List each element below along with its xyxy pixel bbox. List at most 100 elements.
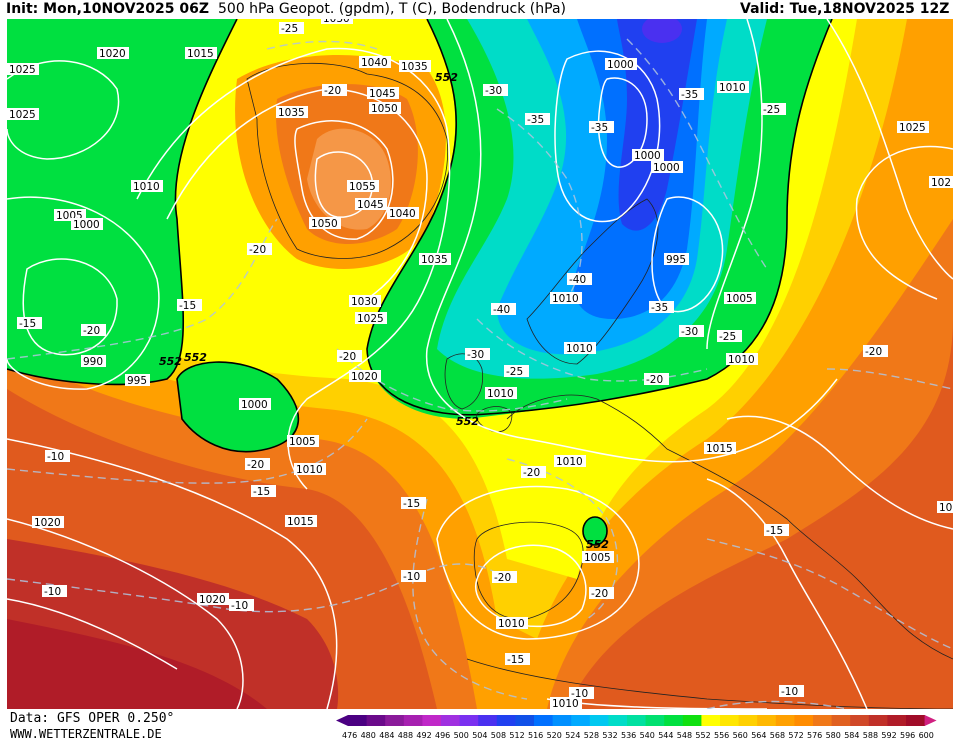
legend-swatch	[385, 715, 405, 726]
temperature-label-bg	[247, 243, 272, 255]
pressure-label-text: 1010	[566, 343, 593, 355]
pressure-label-text: 1010	[552, 698, 579, 709]
temperature-label: -25	[504, 365, 529, 378]
temperature-label: -35	[525, 113, 550, 126]
temperature-label-text: -15	[403, 498, 420, 510]
temperature-label-text: -35	[681, 89, 698, 101]
temperature-label-bg	[521, 466, 546, 478]
temperature-label-bg	[45, 450, 70, 462]
temperature-label-text: -20	[247, 459, 264, 471]
pressure-label-bg	[367, 87, 399, 99]
pressure-label-bg	[399, 60, 431, 72]
pressure-label-text: 1005	[584, 552, 611, 564]
temperature-label: -20	[322, 84, 347, 97]
pressure-label: 1035	[276, 106, 308, 119]
pressure-label-bg	[285, 515, 317, 527]
init-time-label: Init: Mon,10NOV2025 06Z	[6, 1, 210, 17]
temperature-label-text: -15	[19, 318, 36, 330]
legend-swatch	[906, 715, 926, 726]
legend-tick-label: 504	[472, 731, 487, 740]
legend-tick-label: 528	[584, 731, 599, 740]
data-source-label: Data: GFS OPER 0.250°	[10, 711, 175, 726]
temperature-label-text: -25	[281, 23, 298, 35]
temperature-label: -25	[717, 330, 742, 343]
legend-tick-label: 576	[807, 731, 822, 740]
legend-swatch	[608, 715, 628, 726]
temperature-label-text: -20	[339, 351, 356, 363]
weather-map[interactable]: 1025 1020 1015 1025 1010 1005 1000 990 995 1030 10…	[7, 19, 953, 709]
pressure-label-bg	[276, 106, 308, 118]
temperature-label: -10	[45, 450, 70, 463]
temperature-label-text: -15	[253, 486, 270, 498]
temperature-label: -20	[247, 243, 272, 256]
pressure-label-text: 1050	[371, 103, 398, 115]
pressure-label-text: 1050	[311, 218, 338, 230]
legend-tick-label: 492	[416, 731, 431, 740]
temperature-label-bg	[761, 103, 786, 115]
temperature-label-bg	[567, 273, 592, 285]
pressure-label-bg	[185, 47, 217, 59]
legend-tick-label: 532	[602, 731, 617, 740]
color-legend: 476 480 484 488 492 496 500 504 508 512 516 520 524 5…	[336, 712, 956, 740]
map-header: Init: Mon,10NOV2025 06Z 500 hPa Geopot. …	[0, 0, 959, 20]
temperature-label-bg	[649, 301, 674, 313]
pressure-label-bg	[387, 207, 419, 219]
pressure-label: 990	[81, 355, 106, 368]
pressure-label-bg	[496, 617, 528, 629]
legend-swatch	[515, 715, 535, 726]
legend-tick-label: 500	[454, 731, 469, 740]
pressure-label: 1010	[554, 455, 586, 468]
geopotential-label-text: 552	[184, 351, 207, 364]
temperature-label-bg	[525, 113, 550, 125]
temperature-label: -30	[679, 325, 704, 338]
pressure-label-text: 1030	[323, 19, 350, 25]
pressure-label-text: 1010	[133, 181, 160, 193]
field-med-cutoff	[583, 517, 607, 545]
legend-swatch	[645, 715, 665, 726]
legend-right-arrow	[924, 715, 937, 726]
temperature-label: -40	[567, 273, 592, 286]
pressure-label: 1000	[651, 161, 683, 174]
temperature-label-bg	[483, 84, 508, 96]
geopotential-label: 552	[456, 415, 479, 428]
temperature-label-bg	[589, 121, 614, 133]
pressure-label-text: 1015	[187, 48, 214, 60]
pressure-label: 1010	[485, 387, 517, 400]
pressure-label: 1040	[387, 207, 419, 220]
temperature-label-text: -15	[507, 654, 524, 666]
legend-swatch	[720, 715, 740, 726]
pressure-label: 1020	[349, 370, 381, 383]
weather-map-canvas: 1025 1020 1015 1025 1010 1005 1000 990 995 1030 10…	[7, 19, 953, 709]
pressure-label-bg	[550, 697, 582, 709]
pressure-label-bg	[554, 455, 586, 467]
pressure-label: 1030	[349, 295, 381, 308]
pressure-label-bg	[664, 253, 689, 265]
pressure-label-bg	[550, 292, 582, 304]
pressure-label-bg	[347, 180, 379, 192]
temperature-label-text: -10	[47, 451, 64, 463]
pressure-label: 1005	[287, 435, 319, 448]
pressure-label-bg	[929, 176, 953, 188]
legend-tick-label: 584	[844, 731, 859, 740]
pressure-label: 1010	[496, 617, 528, 630]
field-darkest-red	[7, 619, 267, 709]
field-deep-blue	[617, 19, 697, 231]
pressure-label-bg	[369, 102, 401, 114]
temperature-label-bg	[569, 687, 594, 699]
temperature-label-bg	[492, 571, 517, 583]
temperature-label-bg	[465, 348, 490, 360]
legend-swatch	[496, 715, 516, 726]
pressure-label-text: 102	[931, 177, 951, 189]
temperature-label-text: -20	[646, 374, 663, 386]
pressure-label-bg	[937, 501, 953, 513]
website-label[interactable]: WWW.WETTERZENTRALE.DE	[10, 727, 162, 741]
pressure-label: 1025	[7, 63, 39, 76]
pressure-label-bg	[717, 81, 749, 93]
pressure-label: 1055	[347, 180, 379, 193]
temperature-label-text: -35	[651, 302, 668, 314]
pressure-label-bg	[726, 353, 758, 365]
pressure-label: 1010	[550, 292, 582, 305]
legend-swatch	[850, 715, 870, 726]
pressure-label-text: 1025	[899, 122, 926, 134]
temperature-label-text: -10	[571, 688, 588, 700]
